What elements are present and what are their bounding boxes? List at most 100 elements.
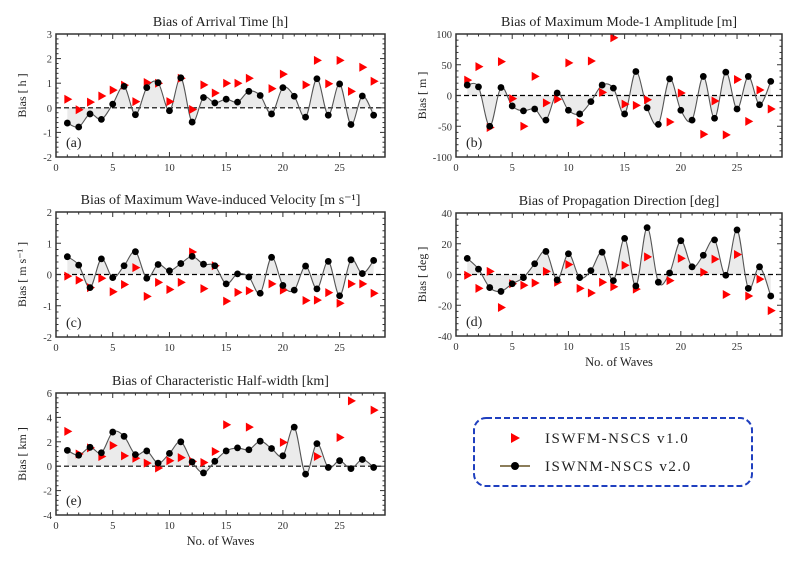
- point-iswfm: [767, 306, 776, 316]
- point-iswnm: [733, 105, 741, 113]
- axes-frame: [55, 33, 386, 158]
- point-iswnm: [222, 447, 230, 455]
- point-iswnm: [290, 286, 298, 294]
- point-iswnm: [256, 437, 264, 445]
- point-iswnm: [722, 68, 730, 76]
- x-tick-label: 15: [221, 521, 232, 532]
- point-iswnm: [154, 459, 162, 467]
- point-iswnm: [86, 110, 94, 118]
- point-iswfm: [531, 71, 540, 81]
- point-iswfm: [268, 84, 277, 94]
- y-tick-label: -40: [438, 332, 452, 343]
- point-iswnm: [132, 451, 139, 459]
- chart-title: Bias of Propagation Direction [deg]: [519, 194, 720, 209]
- legend: ISWFM-NSCS v1.0 ISWNM-NSCS v2.0: [473, 417, 753, 487]
- point-iswnm: [520, 274, 527, 281]
- point-iswfm: [132, 263, 141, 273]
- point-iswnm: [744, 284, 752, 292]
- point-iswfm: [109, 85, 118, 95]
- point-iswfm: [644, 252, 653, 262]
- point-iswfm: [64, 94, 73, 104]
- x-tick-label: 5: [110, 343, 115, 354]
- point-iswnm: [358, 270, 366, 277]
- point-iswnm: [666, 269, 673, 277]
- point-iswfm: [576, 283, 585, 293]
- point-iswfm: [475, 62, 484, 72]
- x-axis-label: No. of Waves: [187, 534, 255, 548]
- point-iswfm: [359, 62, 368, 72]
- point-iswnm: [699, 251, 707, 259]
- series-line-iswnm: [67, 250, 375, 297]
- point-iswfm: [200, 458, 209, 468]
- point-iswfm: [313, 295, 322, 305]
- point-iswfm: [722, 130, 731, 140]
- point-iswnm: [290, 92, 298, 100]
- point-iswfm: [234, 287, 243, 297]
- x-tick-label: 10: [164, 343, 175, 354]
- chart-panel-2: 0 5 10 15 20 25 -100 -50 0 50 100 Bias of Maximum M…: [415, 15, 783, 174]
- x-tick-label: 10: [563, 342, 574, 353]
- point-iswnm: [587, 267, 595, 275]
- point-iswnm: [63, 119, 71, 127]
- point-iswfm: [109, 440, 118, 450]
- point-iswnm: [86, 284, 94, 292]
- point-iswnm: [75, 261, 83, 269]
- point-iswfm: [644, 95, 653, 105]
- point-iswnm: [234, 444, 241, 452]
- point-iswfm: [542, 266, 551, 276]
- point-iswnm: [756, 101, 763, 109]
- x-tick-label: 15: [619, 163, 630, 174]
- point-iswnm: [699, 73, 707, 80]
- y-tick-label: -50: [438, 122, 452, 133]
- series-line-iswnm: [67, 77, 375, 128]
- point-iswnm: [463, 254, 471, 262]
- point-iswnm: [132, 248, 139, 256]
- point-iswnm: [587, 98, 595, 106]
- y-tick-label: 2: [47, 208, 52, 219]
- point-iswfm: [599, 277, 608, 287]
- point-iswnm: [358, 456, 366, 463]
- legend-label-iswnm: ISWNM-NSCS v2.0: [545, 459, 692, 475]
- point-iswnm: [109, 100, 117, 108]
- point-iswfm: [745, 291, 754, 301]
- point-iswnm: [268, 110, 275, 118]
- y-tick-label: 3: [47, 30, 52, 41]
- point-iswfm: [711, 254, 720, 264]
- point-iswnm: [132, 111, 139, 119]
- point-iswfm: [767, 104, 776, 114]
- point-iswnm: [166, 449, 173, 457]
- point-iswnm: [313, 75, 321, 83]
- point-iswfm: [325, 79, 334, 89]
- point-iswnm: [256, 289, 264, 297]
- x-tick-label: 25: [334, 163, 345, 174]
- y-tick-label: -2: [43, 153, 52, 164]
- point-iswfm: [587, 288, 596, 298]
- point-iswfm: [621, 99, 630, 109]
- y-tick-label: 4: [47, 413, 53, 424]
- point-iswnm: [688, 116, 696, 124]
- point-iswfm: [109, 287, 118, 297]
- point-iswfm: [223, 78, 232, 88]
- point-iswfm: [268, 279, 277, 289]
- point-iswnm: [211, 262, 219, 270]
- point-iswnm: [154, 79, 162, 87]
- point-iswfm: [347, 279, 356, 289]
- point-iswfm: [302, 80, 311, 90]
- point-iswfm: [211, 447, 220, 457]
- point-iswfm: [497, 303, 506, 313]
- point-iswnm: [520, 107, 527, 115]
- plot-area: [56, 34, 385, 157]
- x-tick-label: 0: [453, 342, 458, 353]
- y-tick-label: -2: [43, 487, 52, 498]
- point-iswnm: [508, 280, 516, 288]
- point-iswnm: [75, 123, 83, 131]
- point-iswfm: [565, 58, 574, 68]
- x-tick-label: 20: [676, 342, 687, 353]
- point-iswnm: [302, 113, 309, 121]
- point-iswnm: [97, 255, 105, 263]
- point-iswfm: [64, 271, 73, 281]
- point-iswfm: [677, 88, 686, 98]
- legend-red-triangle-icon: [511, 433, 520, 443]
- point-iswnm: [463, 81, 471, 89]
